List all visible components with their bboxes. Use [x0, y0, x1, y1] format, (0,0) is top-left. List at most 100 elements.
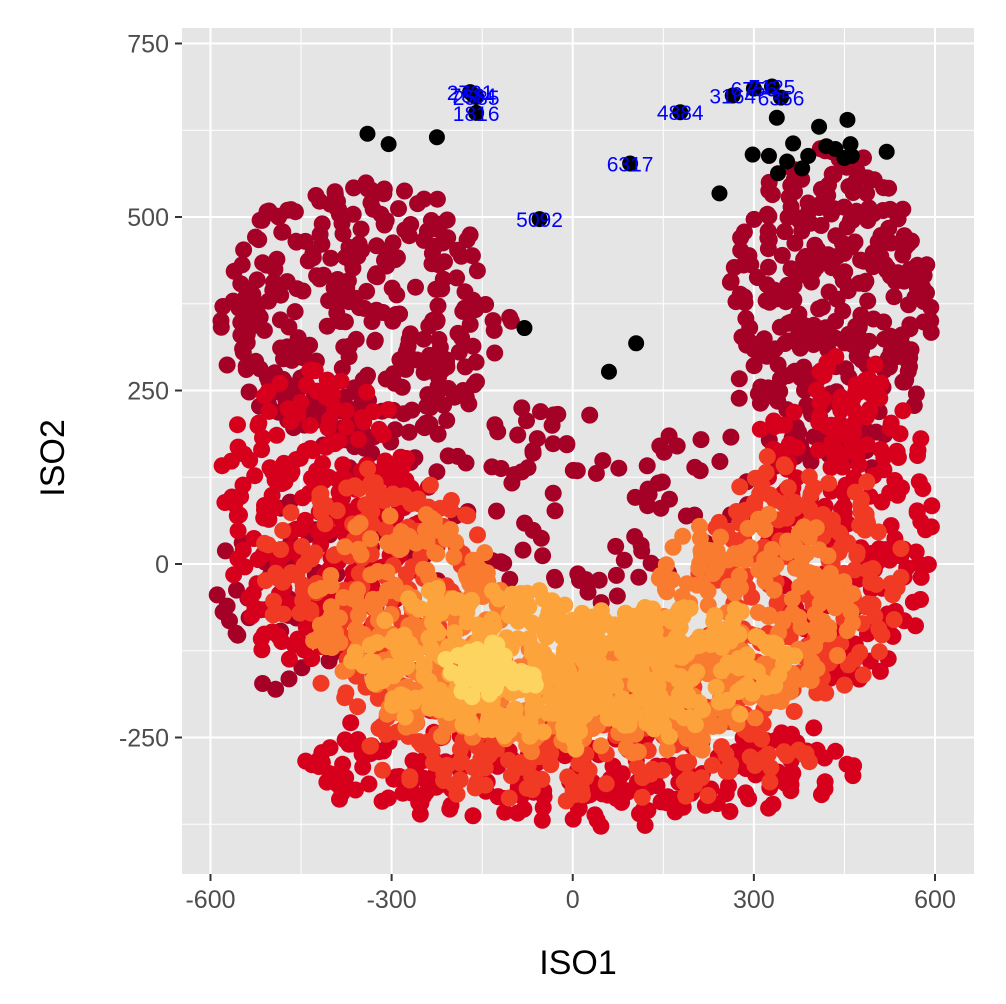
- data-point: [885, 611, 903, 629]
- data-point: [250, 231, 268, 249]
- outlier-point: [531, 211, 548, 228]
- outlier-point: [359, 125, 376, 142]
- data-point: [289, 630, 307, 648]
- data-point: [805, 262, 823, 280]
- data-point: [741, 748, 759, 766]
- data-point: [364, 590, 382, 608]
- data-point: [538, 610, 556, 628]
- data-point: [502, 312, 520, 330]
- data-point: [859, 595, 877, 613]
- outlier-point: [600, 363, 617, 380]
- data-point: [232, 314, 250, 331]
- data-point: [835, 573, 853, 591]
- data-point: [466, 779, 484, 797]
- data-point: [523, 781, 541, 798]
- data-point: [631, 805, 648, 823]
- data-point: [842, 238, 860, 256]
- data-point: [607, 566, 625, 584]
- data-point: [311, 270, 329, 288]
- data-point: [515, 800, 533, 818]
- data-point: [492, 460, 510, 477]
- data-point: [779, 314, 797, 332]
- data-point: [761, 773, 779, 791]
- data-point: [280, 318, 298, 336]
- data-point: [870, 620, 888, 638]
- data-point: [858, 184, 876, 202]
- data-point: [848, 202, 865, 220]
- data-point: [726, 624, 744, 642]
- data-point: [377, 520, 395, 538]
- data-point: [866, 356, 884, 374]
- data-point: [520, 756, 537, 773]
- data-point: [333, 784, 351, 802]
- data-point: [208, 586, 226, 604]
- data-point: [308, 382, 326, 400]
- data-point: [847, 171, 865, 189]
- data-point: [235, 241, 253, 259]
- data-point: [832, 388, 850, 406]
- data-point: [730, 389, 748, 407]
- data-point: [761, 293, 779, 311]
- data-point: [404, 752, 422, 770]
- data-point: [295, 556, 313, 574]
- data-point: [887, 273, 904, 290]
- data-point: [848, 546, 866, 564]
- data-point: [628, 758, 646, 776]
- data-point: [633, 664, 651, 682]
- data-point: [524, 444, 542, 462]
- point-label: 6317: [607, 154, 654, 177]
- data-point: [422, 212, 440, 229]
- data-point: [774, 613, 792, 631]
- data-point: [484, 312, 502, 330]
- data-point: [704, 565, 722, 582]
- data-point: [814, 390, 832, 408]
- data-point: [461, 226, 479, 244]
- data-point: [634, 632, 652, 650]
- data-point: [544, 435, 562, 453]
- data-point: [400, 423, 418, 441]
- data-point: [347, 330, 365, 348]
- data-point: [586, 685, 604, 702]
- data-point: [312, 674, 330, 692]
- data-point: [454, 715, 472, 733]
- data-point: [282, 504, 300, 522]
- data-point: [805, 336, 822, 353]
- data-point: [587, 464, 605, 482]
- data-point: [240, 383, 258, 401]
- outlier-point: [672, 104, 689, 121]
- data-point: [318, 371, 336, 389]
- data-point: [592, 737, 610, 755]
- data-point: [271, 374, 289, 392]
- data-point: [912, 568, 930, 586]
- data-point: [581, 406, 599, 424]
- data-point: [922, 323, 940, 341]
- data-point: [254, 675, 272, 692]
- data-point: [515, 717, 533, 734]
- data-point: [248, 271, 266, 289]
- data-point: [907, 617, 924, 635]
- data-point: [814, 592, 832, 609]
- data-point: [788, 268, 805, 286]
- data-point: [667, 628, 685, 646]
- data-point: [432, 604, 450, 622]
- data-point: [229, 416, 246, 434]
- data-point: [758, 205, 776, 223]
- data-point: [322, 249, 340, 267]
- point-label: 2585: [453, 87, 500, 110]
- data-point: [908, 504, 926, 522]
- data-point: [856, 371, 874, 389]
- data-point: [368, 634, 386, 652]
- data-point: [846, 561, 864, 579]
- data-point: [923, 497, 941, 515]
- data-point: [786, 559, 804, 577]
- data-point: [549, 405, 567, 423]
- data-point: [688, 663, 706, 681]
- data-point: [745, 210, 763, 228]
- data-point: [642, 554, 660, 572]
- data-point: [564, 810, 582, 828]
- data-point: [267, 564, 285, 582]
- data-point: [691, 517, 708, 535]
- data-point: [910, 473, 928, 491]
- data-point: [355, 657, 373, 675]
- data-point: [306, 544, 324, 562]
